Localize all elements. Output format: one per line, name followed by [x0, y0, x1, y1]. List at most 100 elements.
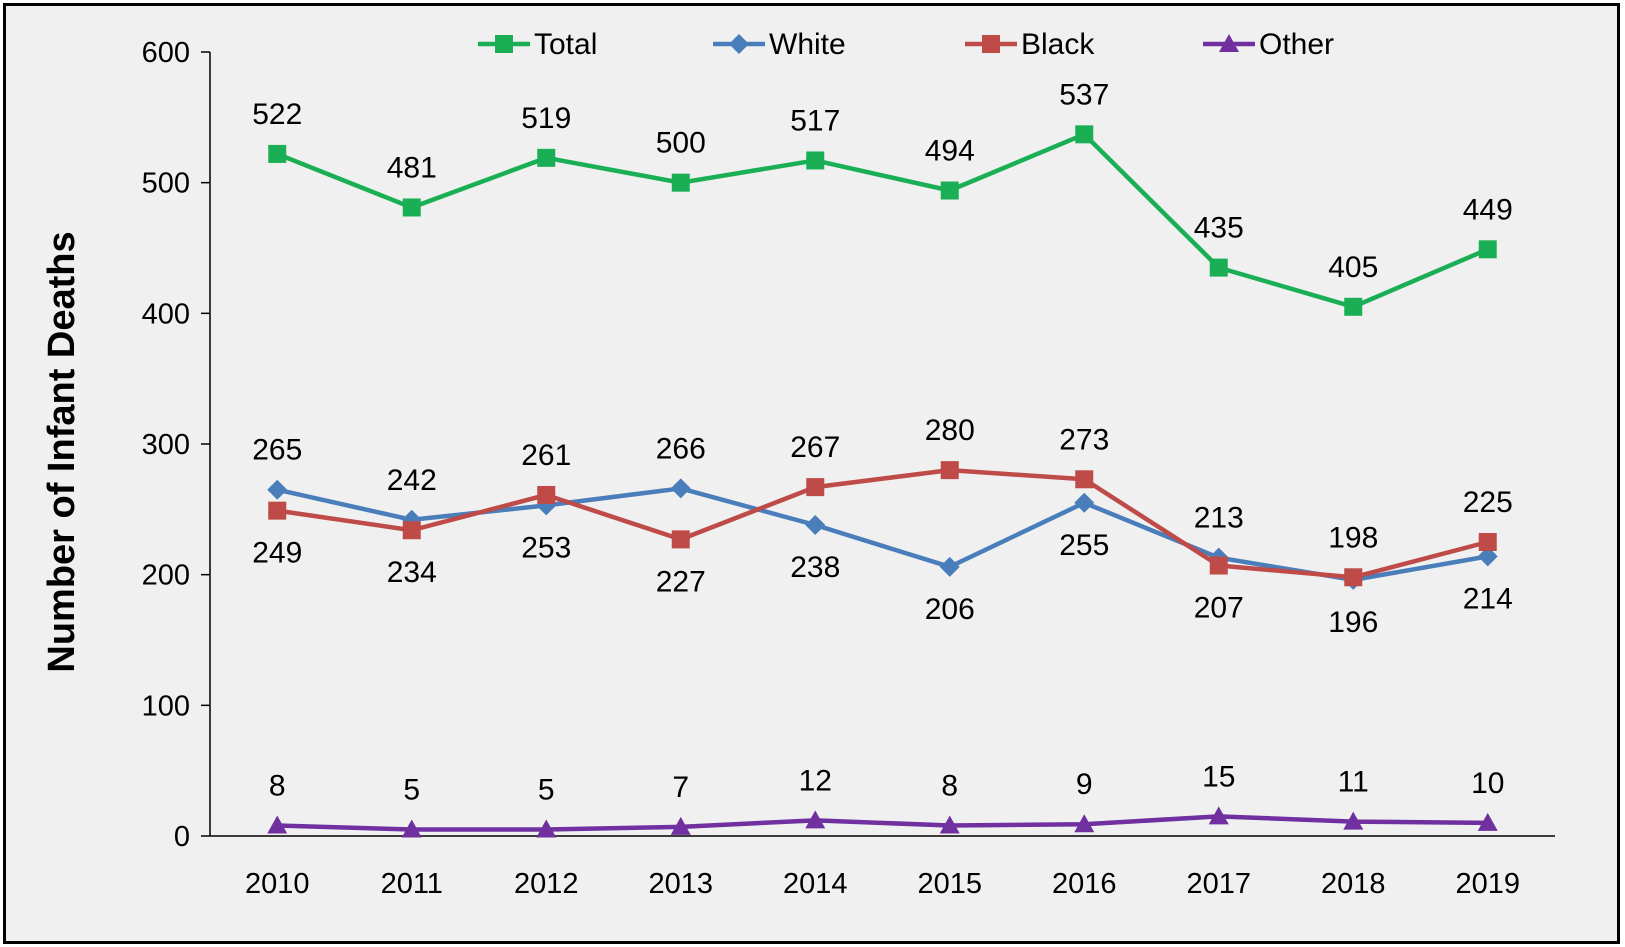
data-point-white: [267, 479, 288, 500]
data-label-white: 214: [1463, 582, 1513, 615]
data-label-black: 234: [387, 556, 437, 589]
y-tick-label: 0: [174, 821, 190, 853]
data-point-black: [1075, 470, 1094, 489]
data-label-total: 481: [387, 151, 437, 184]
x-tick-label: 2016: [1052, 868, 1117, 900]
data-label-other: 10: [1471, 767, 1504, 800]
y-axis-title: Number of Infant Deaths: [41, 231, 83, 672]
data-point-total: [806, 151, 825, 170]
y-tick-label: 500: [142, 168, 190, 200]
x-tick-label: 2017: [1186, 868, 1251, 900]
data-label-black: 225: [1463, 486, 1513, 519]
data-point-other: [267, 815, 288, 834]
data-label-other: 7: [672, 771, 689, 804]
data-point-total: [537, 148, 556, 167]
data-point-other: [401, 819, 422, 838]
data-point-black: [1344, 568, 1363, 587]
data-point-white: [1477, 546, 1498, 567]
legend-label: Black: [1021, 28, 1095, 61]
data-point-total: [268, 144, 287, 163]
series-line-black: [276, 467, 1489, 580]
legend-item-other: Other: [1203, 28, 1334, 61]
y-tick-label: 300: [142, 429, 190, 461]
data-label-other: 15: [1202, 760, 1235, 793]
data-point-black: [537, 485, 556, 504]
x-tick-label: 2015: [917, 868, 982, 900]
data-label-total: 537: [1059, 78, 1109, 111]
data-point-other: [805, 810, 826, 829]
data-label-total: 517: [790, 104, 840, 137]
data-label-total: 500: [656, 127, 706, 160]
series-black: [268, 461, 1497, 587]
legend-label: White: [769, 28, 846, 61]
data-point-total: [1209, 258, 1228, 277]
data-label-total: 522: [252, 98, 302, 131]
data-label-other: 5: [538, 773, 555, 806]
legend-item-total: Total: [478, 28, 597, 61]
data-point-total: [1344, 297, 1363, 316]
data-label-black: 198: [1328, 521, 1378, 554]
x-tick-label: 2014: [783, 868, 848, 900]
data-label-other: 5: [403, 773, 420, 806]
data-label-total: 435: [1194, 212, 1244, 245]
data-labels: 522 481 519 500 517 494 537 435 405 449 265 242 253 2…: [252, 78, 1513, 806]
data-point-total: [1478, 240, 1497, 259]
data-point-other: [1208, 806, 1229, 825]
data-label-total: 405: [1328, 251, 1378, 284]
data-point-black: [940, 461, 959, 480]
legend-item-black: Black: [965, 28, 1095, 61]
data-label-other: 8: [941, 770, 958, 803]
data-label-white: 238: [790, 551, 840, 584]
legend-label: Other: [1259, 28, 1334, 61]
legend-label: Total: [534, 28, 597, 61]
data-point-total: [671, 173, 690, 192]
legend-marker: [729, 34, 749, 54]
series-line-total: [276, 132, 1489, 310]
legend-marker: [982, 35, 1000, 53]
data-point-black: [1478, 533, 1497, 551]
data-label-white: 265: [252, 434, 302, 467]
data-point-total: [402, 198, 421, 217]
series-layer: [267, 125, 1498, 838]
data-point-other: [1074, 814, 1095, 833]
data-label-white: 253: [521, 531, 571, 564]
data-label-white: 206: [925, 593, 975, 626]
data-label-black: 267: [790, 431, 840, 464]
data-point-total: [940, 181, 959, 200]
y-tick-label: 600: [142, 37, 190, 69]
legend-item-white: White: [713, 28, 846, 61]
data-point-black: [268, 501, 287, 520]
data-point-other: [670, 816, 691, 835]
data-point-black: [671, 530, 690, 549]
data-point-black: [1209, 556, 1228, 575]
legend: Total White Black Other: [478, 28, 1334, 61]
data-point-white: [939, 556, 960, 577]
data-label-black: 227: [656, 565, 706, 598]
data-label-total: 519: [521, 102, 571, 135]
data-point-other: [1343, 811, 1364, 830]
data-point-other: [939, 815, 960, 834]
data-point-white: [670, 478, 691, 499]
x-tick-label: 2013: [648, 868, 713, 900]
data-label-black: 261: [521, 439, 571, 472]
y-tick-label: 400: [142, 298, 190, 330]
y-tick-label: 100: [142, 690, 190, 722]
data-label-black: 280: [925, 414, 975, 447]
data-point-white: [805, 515, 826, 536]
axes: 0 100 200 300 400 500 600 2010 2011 2012 2013 2014 2…: [142, 37, 1555, 900]
data-point-total: [1075, 125, 1094, 144]
data-label-white: 213: [1194, 502, 1244, 535]
series-line-other: [277, 814, 1488, 832]
data-label-other: 8: [269, 770, 286, 803]
x-tick-label: 2011: [381, 868, 443, 900]
series-other: [267, 806, 1498, 838]
data-label-white: 255: [1059, 529, 1109, 562]
x-tick-label: 2019: [1455, 868, 1520, 900]
data-point-black: [402, 521, 421, 540]
legend-marker: [1219, 34, 1239, 52]
data-label-total: 449: [1463, 193, 1513, 226]
x-tick-label: 2012: [514, 868, 579, 900]
data-label-black: 207: [1194, 592, 1244, 625]
data-label-white: 242: [387, 464, 437, 497]
